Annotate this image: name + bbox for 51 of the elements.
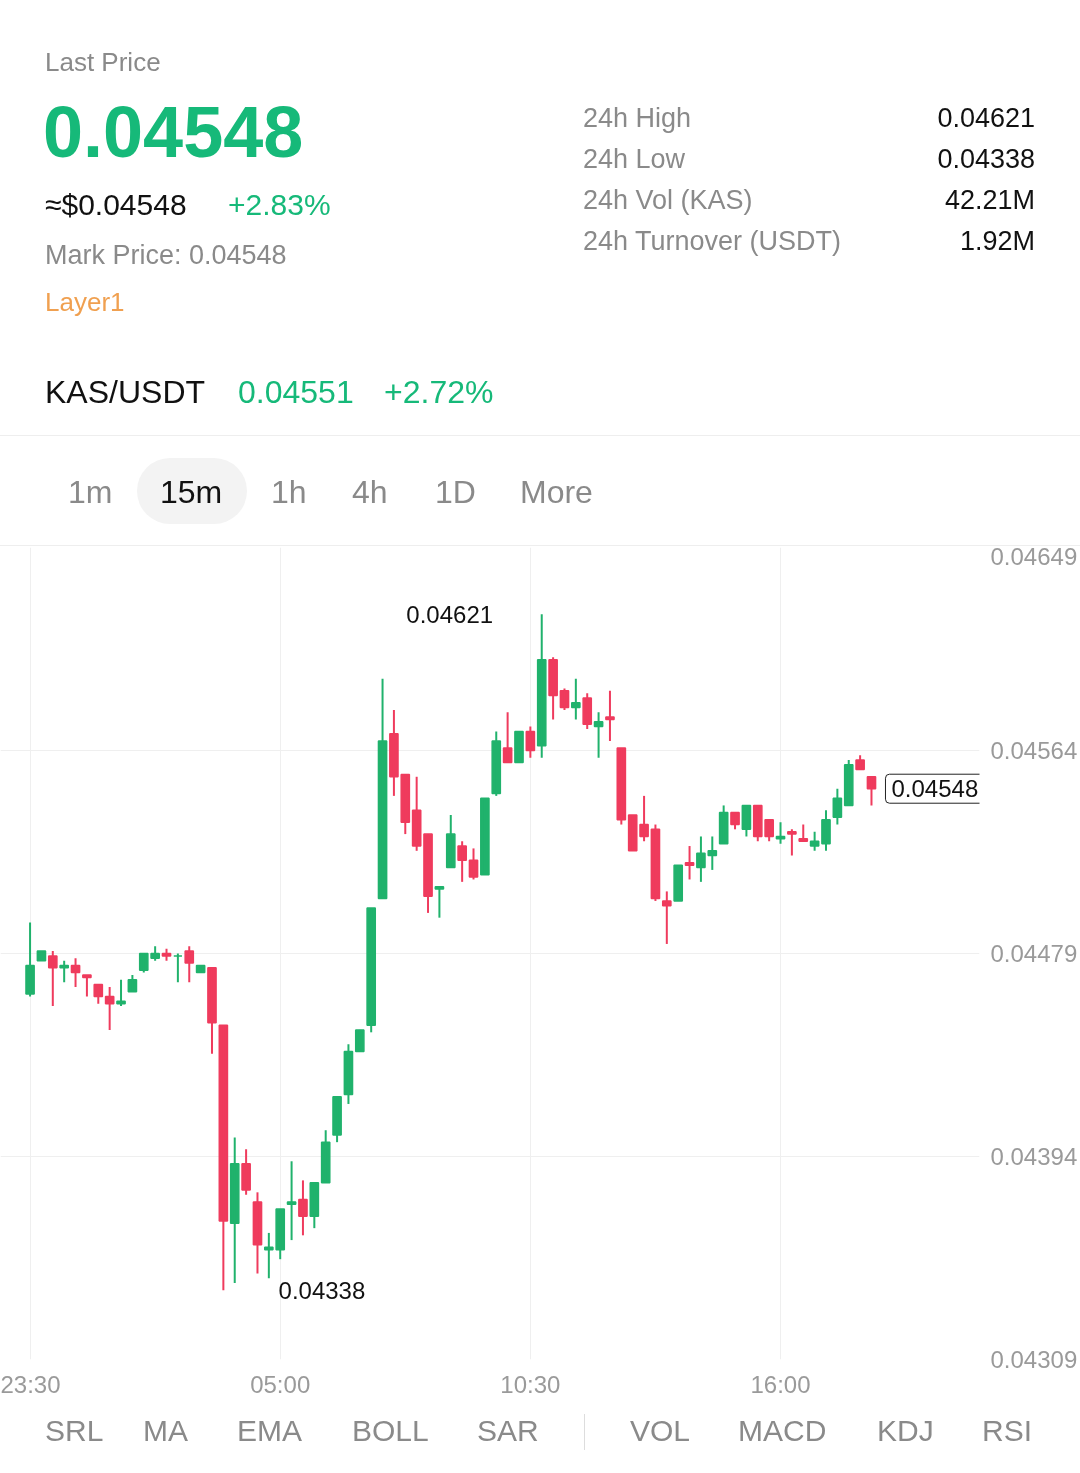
text: 0.04338 — [937, 144, 1035, 174]
x-tick-label: 23:30 — [0, 1370, 61, 1398]
text: 42.21M — [944, 185, 1035, 215]
y-tick-label: 0.04649 — [990, 542, 1078, 570]
text: 4h — [352, 474, 388, 510]
text: 0.04548 — [891, 775, 979, 803]
text: 1h — [271, 474, 307, 510]
text: More — [520, 474, 593, 510]
y-tick-label: 0.04394 — [990, 1143, 1078, 1170]
text: +2.83% — [228, 188, 331, 221]
text: VOL — [630, 1414, 691, 1447]
candlestick — [673, 864, 684, 902]
text: Last Price — [45, 47, 161, 77]
y-tick-label: 0.04564 — [990, 737, 1078, 764]
x-tick-label: 16:00 — [750, 1370, 811, 1398]
text: 24h High — [583, 103, 692, 133]
text: 0.04551 — [238, 374, 354, 410]
text: SAR — [477, 1414, 539, 1447]
x-tick-label: 05:00 — [250, 1370, 311, 1398]
candlestick — [82, 973, 92, 998]
text: Mark Price: 0.04548 — [45, 240, 287, 270]
chart-title: KAS/USDT — [45, 374, 206, 410]
text: 0.04548 — [43, 92, 304, 172]
x-tick-label: 10:30 — [500, 1370, 561, 1398]
text: 0.04621 — [937, 103, 1035, 133]
y-tick-label: 0.04309 — [990, 1346, 1078, 1373]
text: 24h Turnover (USDT) — [583, 226, 842, 256]
text: Layer1 — [45, 287, 125, 317]
annotation: 0.04621 — [406, 600, 494, 628]
candlestick — [514, 730, 524, 764]
text: 1.92M — [959, 226, 1035, 256]
text: 15m — [160, 474, 223, 510]
text: KDJ — [877, 1414, 934, 1447]
text: 1D — [435, 474, 476, 510]
text: SRL — [45, 1414, 104, 1447]
text: 24h Vol (KAS) — [583, 185, 753, 215]
candlestick — [480, 797, 490, 876]
candlestick — [195, 964, 206, 974]
text: BOLL — [352, 1414, 429, 1447]
annotation: 0.04338 — [278, 1276, 366, 1304]
candlestick — [798, 823, 809, 843]
text: +2.72% — [384, 374, 494, 410]
text: EMA — [237, 1414, 303, 1447]
candlestick — [36, 950, 47, 962]
y-tick-label: 0.04479 — [990, 940, 1078, 967]
text: RSI — [982, 1414, 1033, 1447]
text: MA — [143, 1414, 188, 1447]
text: MACD — [738, 1414, 827, 1447]
text: 1m — [68, 474, 113, 510]
text: ≈$0.04548 — [45, 188, 187, 221]
text: 24h Low — [583, 144, 686, 174]
